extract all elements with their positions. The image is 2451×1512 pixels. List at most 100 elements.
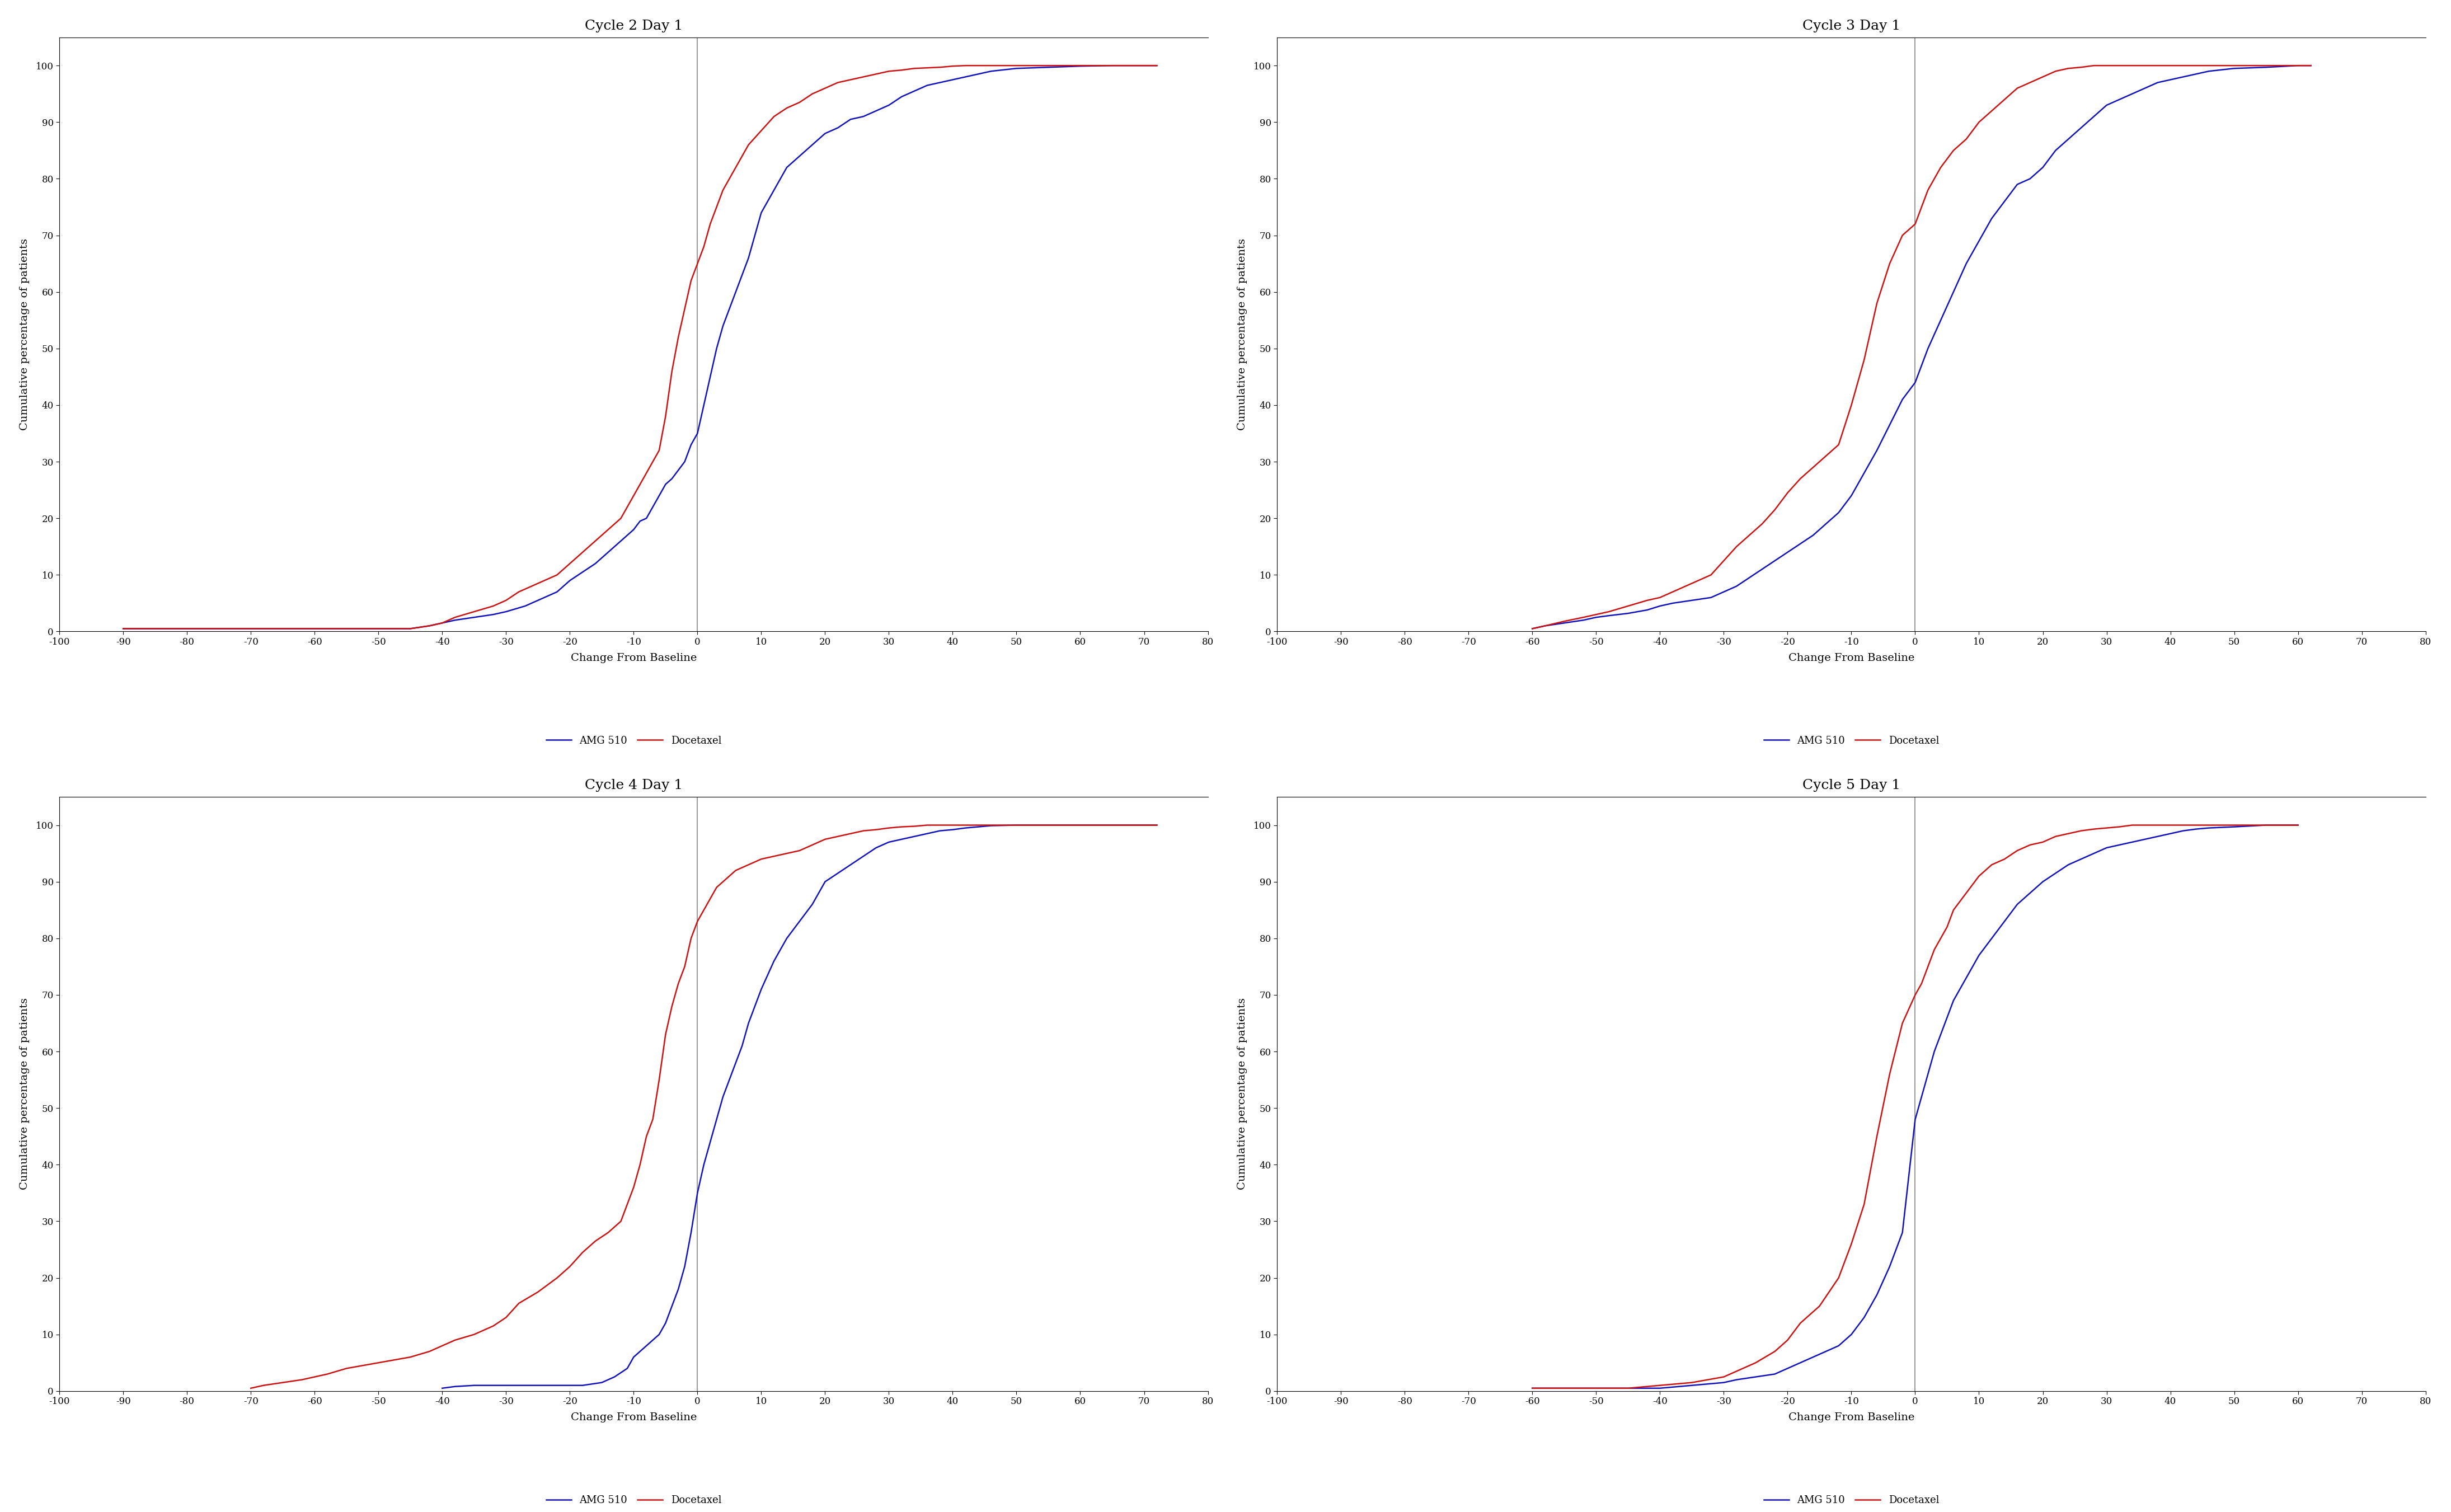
Docetaxel	[2105, 818, 2135, 836]
AMG 510	[1939, 992, 1968, 1010]
AMG 510	[1760, 1365, 1789, 1383]
AMG 510	[1772, 1359, 1801, 1377]
AMG 510	[1931, 1009, 1961, 1027]
AMG 510	[108, 620, 137, 638]
Legend: AMG 510, Docetaxel: AMG 510, Docetaxel	[1760, 732, 1944, 750]
Docetaxel	[2078, 56, 2108, 74]
Docetaxel	[1875, 1064, 1904, 1083]
AMG 510	[1926, 1025, 1956, 1043]
Docetaxel	[1851, 1194, 1880, 1213]
Line: AMG 510: AMG 510	[441, 826, 1157, 1388]
Docetaxel	[1919, 940, 1949, 959]
Docetaxel	[1613, 597, 1642, 615]
Docetaxel	[2054, 824, 2083, 842]
Docetaxel	[235, 1379, 265, 1397]
AMG 510	[1645, 1379, 1674, 1397]
AMG 510	[1676, 591, 1706, 609]
AMG 510	[1708, 1373, 1738, 1391]
X-axis label: Change From Baseline: Change From Baseline	[571, 653, 696, 664]
AMG 510	[760, 181, 789, 200]
Docetaxel	[2252, 816, 2282, 835]
Docetaxel	[684, 912, 713, 930]
Docetaxel	[1517, 1379, 1547, 1397]
AMG 510	[1990, 912, 2020, 930]
Docetaxel	[1549, 1379, 1578, 1397]
AMG 510	[2284, 816, 2314, 835]
AMG 510	[1613, 605, 1642, 623]
AMG 510	[1824, 1337, 1853, 1355]
Line: AMG 510: AMG 510	[1532, 826, 2299, 1388]
AMG 510	[593, 543, 623, 561]
Docetaxel	[1900, 986, 1929, 1004]
AMG 510	[2078, 844, 2108, 862]
AMG 510	[2015, 885, 2044, 903]
AMG 510	[1142, 56, 1172, 74]
AMG 510	[1517, 620, 1547, 638]
Docetaxel	[1002, 56, 1032, 74]
AMG 510	[1721, 578, 1750, 596]
AMG 510	[2105, 836, 2135, 854]
Title: Cycle 4 Day 1: Cycle 4 Day 1	[586, 779, 684, 792]
Docetaxel	[1645, 1376, 1674, 1394]
Docetaxel	[1914, 957, 1944, 975]
Docetaxel	[645, 1070, 674, 1089]
AMG 510	[2169, 68, 2199, 86]
AMG 510	[1098, 56, 1127, 74]
AMG 510	[478, 1376, 507, 1394]
Docetaxel	[2284, 816, 2314, 835]
Title: Cycle 2 Day 1: Cycle 2 Day 1	[586, 20, 684, 32]
AMG 510	[708, 318, 738, 336]
AMG 510	[2027, 872, 2056, 891]
Docetaxel	[939, 816, 968, 835]
AMG 510	[1517, 1379, 1547, 1397]
Docetaxel	[1142, 56, 1172, 74]
AMG 510	[1002, 816, 1032, 835]
AMG 510	[2252, 57, 2282, 76]
AMG 510	[2181, 820, 2211, 838]
Docetaxel	[632, 464, 662, 482]
Docetaxel	[1963, 866, 1993, 885]
AMG 510	[2002, 895, 2032, 913]
Y-axis label: Cumulative percentage of patients: Cumulative percentage of patients	[1238, 998, 1248, 1190]
Docetaxel	[2297, 56, 2326, 74]
AMG 510	[458, 1376, 488, 1394]
AMG 510	[1900, 1110, 1929, 1128]
AMG 510	[1529, 1379, 1559, 1397]
Docetaxel	[2169, 816, 2199, 835]
Docetaxel	[2157, 816, 2186, 835]
AMG 510	[1804, 1346, 1833, 1364]
AMG 510	[2054, 856, 2083, 874]
Docetaxel	[2027, 833, 2056, 851]
Docetaxel	[1939, 901, 1968, 919]
AMG 510	[2297, 56, 2326, 74]
AMG 510	[1613, 1379, 1642, 1397]
Legend: AMG 510, Docetaxel: AMG 510, Docetaxel	[1760, 1491, 1944, 1509]
Docetaxel	[1760, 1343, 1789, 1361]
Docetaxel	[1581, 1379, 1610, 1397]
Docetaxel	[2181, 56, 2211, 74]
Docetaxel	[1887, 1015, 1917, 1033]
Docetaxel	[2181, 816, 2211, 835]
Docetaxel	[652, 407, 681, 425]
Docetaxel	[1824, 1269, 1853, 1287]
Docetaxel	[1990, 850, 2020, 868]
Y-axis label: Cumulative percentage of patients: Cumulative percentage of patients	[20, 998, 29, 1190]
Line: AMG 510: AMG 510	[123, 65, 1157, 629]
Docetaxel	[1863, 1128, 1892, 1146]
Docetaxel	[1098, 816, 1127, 835]
Docetaxel	[1721, 1362, 1750, 1380]
Docetaxel	[1721, 538, 1750, 556]
Legend: AMG 510, Docetaxel: AMG 510, Docetaxel	[542, 1491, 725, 1509]
Docetaxel	[2118, 816, 2147, 835]
Docetaxel	[2091, 820, 2120, 838]
AMG 510	[2169, 821, 2199, 839]
Docetaxel	[1142, 816, 1172, 835]
AMG 510	[2042, 865, 2071, 883]
X-axis label: Change From Baseline: Change From Baseline	[571, 1412, 696, 1423]
Docetaxel	[2130, 816, 2159, 835]
Docetaxel	[569, 1243, 598, 1261]
AMG 510	[2221, 818, 2250, 836]
AMG 510	[490, 603, 520, 621]
Line: Docetaxel: Docetaxel	[123, 65, 1157, 629]
AMG 510	[2194, 820, 2223, 838]
